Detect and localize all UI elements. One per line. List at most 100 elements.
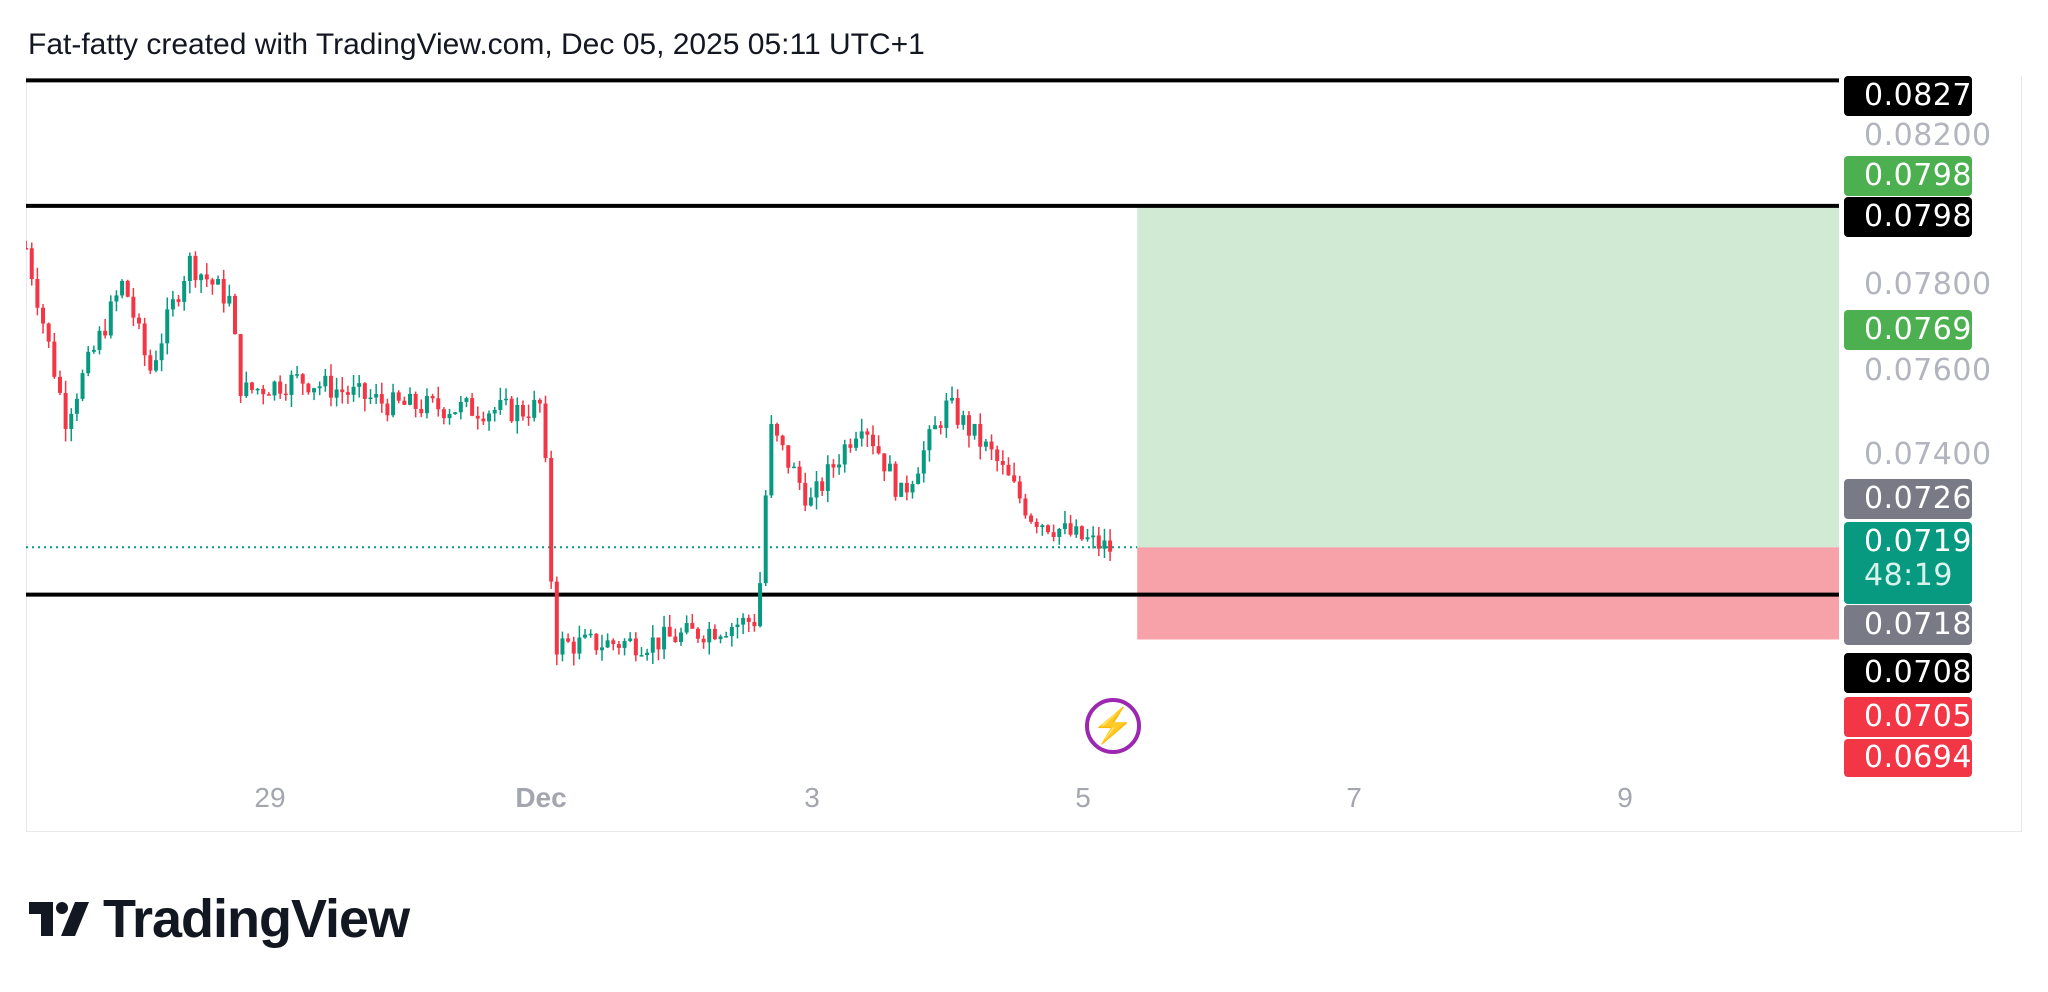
candle-body <box>690 623 695 629</box>
candle-body <box>1051 532 1056 538</box>
candle-body <box>481 418 486 422</box>
candle-body <box>515 404 520 422</box>
candle-body <box>662 626 667 650</box>
candle-body <box>413 393 418 409</box>
candle-body <box>679 632 684 643</box>
candle-body <box>729 627 734 637</box>
candle-body <box>628 638 633 641</box>
candle-body <box>232 295 237 335</box>
candle-body <box>899 482 904 497</box>
x-tick: 29 <box>254 782 286 813</box>
line-label-0.07984: 0.07984 <box>1844 197 1991 237</box>
gray-label-high: 0.07264 <box>1844 479 1991 519</box>
candle-body <box>441 409 446 419</box>
candle-body <box>436 398 441 410</box>
candle-body <box>972 423 977 436</box>
candle-body <box>814 481 819 498</box>
candle-body <box>142 323 147 356</box>
candle-body <box>825 464 830 491</box>
logo-text: TradingView <box>103 889 410 949</box>
y-tick-0.074: 0.07400 <box>1864 437 1992 472</box>
candle-body <box>379 394 384 404</box>
last-price-label: 0.07190 48:19 <box>1844 522 1991 604</box>
candle-body <box>526 416 531 419</box>
chart-frame <box>26 76 2022 832</box>
candle-body <box>447 414 452 419</box>
candle-body <box>498 400 503 410</box>
candle-body <box>323 375 328 387</box>
green-label: 0.07694 <box>1844 310 1991 350</box>
candle-body <box>176 299 181 302</box>
candle-body <box>633 638 638 656</box>
candle-body <box>554 581 559 655</box>
gray-label-low: 0.07186 <box>1844 605 1991 645</box>
candle-body <box>492 409 497 414</box>
candle-body <box>870 434 875 447</box>
candle-body <box>752 621 757 627</box>
candle-body <box>408 393 413 405</box>
candle-body <box>227 295 232 304</box>
candle-body <box>29 248 34 280</box>
candle-body <box>345 392 350 395</box>
candle-body <box>41 307 46 324</box>
tradingview-logo-icon <box>29 902 89 936</box>
candle-body <box>842 444 847 465</box>
candle-body <box>916 473 921 485</box>
candle-body <box>763 495 768 584</box>
candle-body <box>69 413 74 429</box>
candle-body <box>921 450 926 474</box>
candle-body <box>1029 515 1034 522</box>
candle-body <box>1000 461 1005 465</box>
candle-body <box>887 463 892 472</box>
candle-body <box>503 398 508 401</box>
candle-body <box>153 360 158 371</box>
candle-body <box>645 652 650 656</box>
candle-body <box>746 617 751 622</box>
candle-body <box>616 644 621 648</box>
candle-body <box>791 466 796 469</box>
candle-body <box>295 374 300 376</box>
candle-body <box>165 309 170 344</box>
candle-body <box>300 374 305 384</box>
candle-body <box>854 438 859 448</box>
candle-body <box>97 330 102 350</box>
x-tick: 3 <box>804 782 820 813</box>
candle-body <box>599 647 604 651</box>
candle-body <box>1017 481 1022 499</box>
candle-body <box>560 638 565 655</box>
candle-body <box>684 623 689 633</box>
lightning-icon[interactable]: ⚡ <box>1085 698 1141 754</box>
candle-body <box>859 431 864 439</box>
candle-body <box>848 444 853 448</box>
candle-body <box>255 388 260 391</box>
candle-body <box>419 408 424 414</box>
y-tick-0.082: 0.08200 <box>1864 118 1992 153</box>
candle-body <box>532 399 537 418</box>
candle-body <box>374 394 379 398</box>
candle-body <box>1074 526 1079 535</box>
candle-body <box>797 466 802 483</box>
candle-body <box>910 484 915 493</box>
candle-body <box>1079 526 1084 540</box>
line-label-0.08276: 0.08276 <box>1844 76 1991 116</box>
candle-body <box>52 341 57 377</box>
candle-body <box>961 415 966 425</box>
candle-body <box>357 383 362 387</box>
candle-body <box>571 641 576 654</box>
candle-body <box>893 463 898 497</box>
candle-body <box>549 457 554 582</box>
candle-body <box>362 383 367 399</box>
plot-area[interactable] <box>26 76 1839 757</box>
candle-body <box>402 400 407 405</box>
candle-body <box>340 389 345 393</box>
candle-body <box>735 624 740 628</box>
candle-body <box>199 274 204 281</box>
candle-body <box>453 412 458 415</box>
candle-body <box>707 628 712 643</box>
chart-header: Fat-fatty created with TradingView.com, … <box>28 28 925 61</box>
candle-body <box>537 399 542 404</box>
candle-body <box>63 392 68 429</box>
candle-body <box>611 640 616 645</box>
candle-body <box>583 634 588 638</box>
candle-body <box>187 255 192 282</box>
